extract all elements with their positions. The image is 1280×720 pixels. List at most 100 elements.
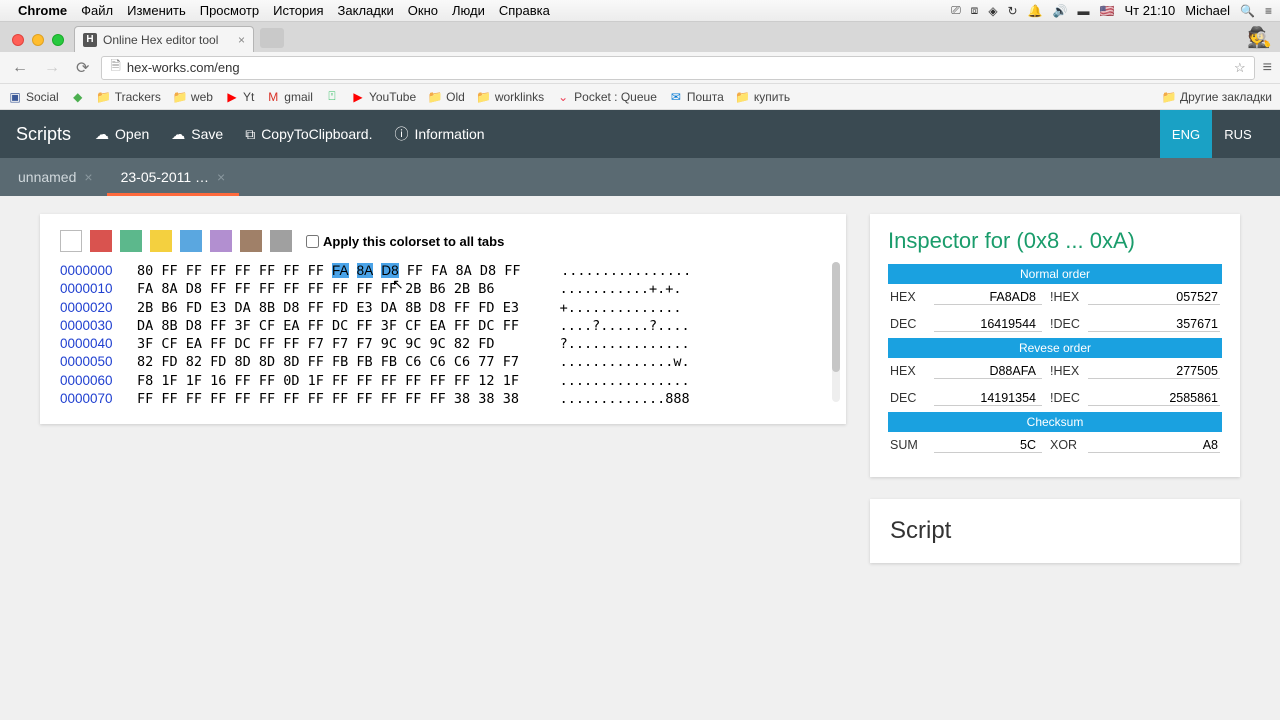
airplay-icon[interactable]: ⎚ (951, 3, 961, 18)
back-button[interactable]: ← (8, 59, 32, 77)
window-controls (12, 34, 64, 46)
other-bookmarks[interactable]: 📁Другие закладки (1162, 90, 1272, 104)
copy-icon: ⧉ (245, 126, 255, 143)
menu-history[interactable]: История (273, 3, 323, 18)
app-name[interactable]: Chrome (18, 3, 67, 18)
color-swatch[interactable] (60, 230, 82, 252)
close-icon[interactable]: × (217, 169, 225, 185)
inspector-row: HEXD88AFA!HEX277505 (888, 358, 1222, 385)
color-swatch[interactable] (180, 230, 202, 252)
cloud-up-icon: ☁ (171, 126, 185, 143)
bookmark-pocket[interactable]: ⌄Pocket : Queue (556, 90, 657, 104)
info-button[interactable]: ⓘInformation (394, 124, 484, 144)
dropbox-icon[interactable]: ⧈ (971, 3, 979, 18)
chrome-menu-icon[interactable]: ≡ (1263, 59, 1272, 77)
chrome-tabstrip: H Online Hex editor tool × 🕵️ (0, 22, 1280, 52)
color-swatch[interactable] (210, 230, 232, 252)
bookmark-evernote[interactable]: ⍞ (325, 90, 339, 104)
menu-view[interactable]: Просмотр (200, 3, 259, 18)
menu-bookmarks[interactable]: Закладки (338, 3, 394, 18)
bookmark-worklinks[interactable]: 📁worklinks (477, 90, 544, 104)
new-tab-button[interactable] (260, 28, 284, 48)
inspector-row: SUM5CXORA8 (888, 432, 1222, 459)
file-tab-label: unnamed (18, 169, 76, 185)
scrollbar-thumb[interactable] (832, 262, 840, 372)
script-title: Script (890, 517, 1220, 545)
bookmark-mail[interactable]: ✉Пошта (669, 90, 724, 104)
battery-icon[interactable]: ▬ (1078, 4, 1090, 18)
inspector-row: DEC16419544!DEC357671 (888, 311, 1222, 338)
spotlight-icon[interactable]: 🔍 (1240, 4, 1255, 18)
file-tabs: unnamed × 23-05-2011 … × (0, 158, 1280, 196)
color-swatch[interactable] (240, 230, 262, 252)
bookmark-buy[interactable]: 📁купить (736, 90, 790, 104)
menu-people[interactable]: Люди (452, 3, 485, 18)
site-info-icon[interactable]: 🗎 (110, 57, 120, 79)
lang-eng[interactable]: ENG (1160, 110, 1212, 158)
bookmark-trackers[interactable]: 📁Trackers (97, 90, 161, 104)
macos-menubar: Chrome Файл Изменить Просмотр История За… (0, 0, 1280, 22)
bookmark-star-icon[interactable]: ☆ (1234, 60, 1246, 76)
close-window-button[interactable] (12, 34, 24, 46)
hex-scrollbar[interactable] (832, 262, 840, 402)
user-name[interactable]: Michael (1185, 3, 1230, 18)
copy-button[interactable]: ⧉CopyToClipboard. (245, 126, 372, 143)
menu-help[interactable]: Справка (499, 3, 550, 18)
section-checksum: Checksum (888, 412, 1222, 432)
browser-tab[interactable]: H Online Hex editor tool × (74, 26, 254, 52)
lang-rus[interactable]: RUS (1212, 110, 1264, 158)
menu-file[interactable]: Файл (81, 3, 113, 18)
bookmark-web[interactable]: 📁web (173, 90, 213, 104)
bookmark-social[interactable]: ▣Social (8, 90, 59, 104)
section-normal-order: Normal order (888, 264, 1222, 284)
color-swatch[interactable] (120, 230, 142, 252)
inspector-panel: Inspector for (0x8 ... 0xA) Normal order… (870, 214, 1240, 477)
file-tab-unnamed[interactable]: unnamed × (4, 158, 107, 196)
file-tab-date[interactable]: 23-05-2011 … × (107, 158, 240, 196)
hamburger-icon[interactable]: ≡ (1265, 4, 1272, 18)
bookmark-diamond[interactable]: ◆ (71, 90, 85, 104)
file-tab-label: 23-05-2011 … (121, 169, 209, 185)
close-icon[interactable]: × (84, 169, 92, 185)
address-bar[interactable]: 🗎 hex-works.com/eng ☆ (101, 56, 1254, 80)
menu-window[interactable]: Окно (408, 3, 438, 18)
hex-panel: Apply this colorset to all tabs 0000000 … (40, 214, 846, 424)
section-reverse-order: Revese order (888, 338, 1222, 358)
bookmark-old[interactable]: 📁Old (428, 90, 465, 104)
open-button[interactable]: ☁Open (95, 126, 149, 143)
inspector-title: Inspector for (0x8 ... 0xA) (888, 228, 1222, 254)
inspector-row: HEXFA8AD8!HEX057527 (888, 284, 1222, 311)
colorset-row: Apply this colorset to all tabs (60, 230, 826, 252)
bookmark-gmail[interactable]: Mgmail (266, 90, 313, 104)
flag-icon[interactable]: 🇺🇸 (1100, 4, 1115, 18)
bookmarks-bar: ▣Social ◆ 📁Trackers 📁web ▶Yt Mgmail ⍞ ▶Y… (0, 84, 1280, 110)
favicon: H (83, 33, 97, 47)
url-text: hex-works.com/eng (127, 60, 240, 75)
app-toolbar: Scripts ☁Open ☁Save ⧉CopyToClipboard. ⓘI… (0, 110, 1280, 158)
cube-icon[interactable]: ◈ (988, 4, 997, 18)
inspector-row: DEC14191354!DEC2585861 (888, 385, 1222, 412)
chrome-toolbar: ← → ⟳ 🗎 hex-works.com/eng ☆ ≡ (0, 52, 1280, 84)
cloud-down-icon: ☁ (95, 126, 109, 143)
menu-edit[interactable]: Изменить (127, 3, 186, 18)
reload-button[interactable]: ⟳ (72, 58, 93, 78)
apply-colorset-input[interactable] (306, 235, 319, 248)
save-button[interactable]: ☁Save (171, 126, 223, 143)
forward-button[interactable]: → (40, 59, 64, 77)
notif-icon[interactable]: 🔔 (1028, 4, 1043, 18)
sync-icon[interactable]: ↻ (1008, 4, 1018, 18)
hex-dump[interactable]: 0000000 80 FF FF FF FF FF FF FF FA 8A D8… (60, 262, 826, 408)
clock[interactable]: Чт 21:10 (1124, 3, 1175, 18)
bookmark-yt[interactable]: ▶Yt (225, 90, 254, 104)
apply-colorset-checkbox[interactable]: Apply this colorset to all tabs (306, 234, 504, 249)
minimize-window-button[interactable] (32, 34, 44, 46)
volume-icon[interactable]: 🔊 (1053, 4, 1068, 18)
bookmark-youtube[interactable]: ▶YouTube (351, 90, 416, 104)
color-swatch[interactable] (90, 230, 112, 252)
color-swatch[interactable] (270, 230, 292, 252)
zoom-window-button[interactable] (52, 34, 64, 46)
script-panel: Script (870, 499, 1240, 563)
close-tab-icon[interactable]: × (238, 33, 245, 47)
workspace: Apply this colorset to all tabs 0000000 … (0, 196, 1280, 720)
color-swatch[interactable] (150, 230, 172, 252)
